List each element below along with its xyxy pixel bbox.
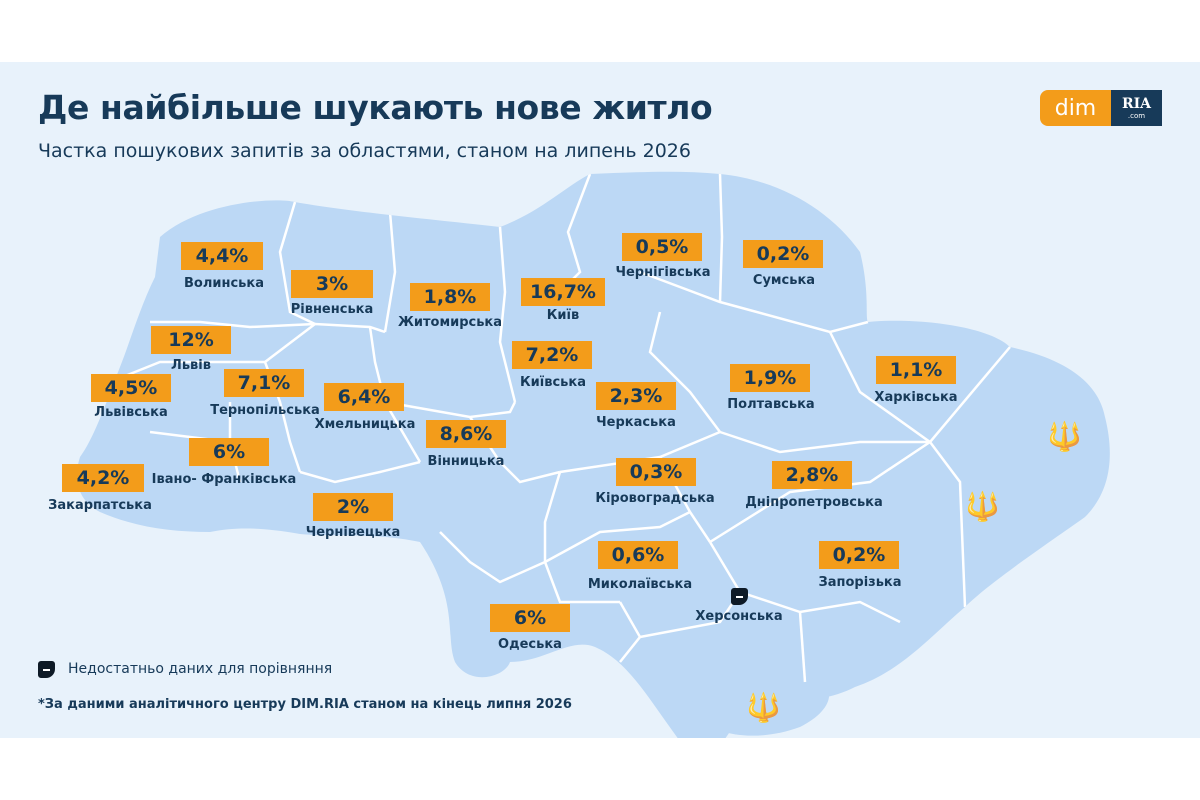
region-label-vinnytska: Вінницька bbox=[427, 454, 505, 469]
region-label-zhytomyrska: Житомирська bbox=[397, 315, 503, 330]
region-label-khersonska: Херсонська bbox=[695, 609, 783, 624]
region-badge-rivnenska: 3% bbox=[291, 270, 373, 298]
region-badge-mykolaivska: 0,6% bbox=[598, 541, 678, 569]
logo-ria-part: RIA .com bbox=[1111, 90, 1162, 126]
logo-ria-text: RIA bbox=[1121, 95, 1152, 112]
region-badge-zaporizka: 0,2% bbox=[819, 541, 899, 569]
map-territory bbox=[76, 171, 1110, 738]
legend-label: Недостатньо даних для порівняння bbox=[68, 661, 333, 677]
region-label-kyiv-city: Київ bbox=[546, 308, 580, 323]
region-badge-poltavska: 1,9% bbox=[730, 364, 810, 392]
region-label-kharkivska: Харківська bbox=[874, 390, 958, 405]
region-label-chernihivska: Чернігівська bbox=[615, 265, 711, 280]
region-label-lviv-city: Львів bbox=[171, 358, 211, 373]
region-badge-ivano-frankivska: 6% bbox=[189, 438, 269, 466]
region-badge-dnipropetrovska: 2,8% bbox=[772, 461, 852, 489]
region-badge-chernihivska: 0,5% bbox=[622, 233, 702, 261]
region-badge-volynska: 4,4% bbox=[181, 242, 263, 270]
region-badge-khmelnytska: 6,4% bbox=[324, 383, 404, 411]
crimea-outline bbox=[689, 662, 830, 736]
region-label-lvivska: Львівська bbox=[94, 405, 168, 420]
region-label-rivnenska: Рівненська bbox=[290, 302, 374, 317]
region-label-chernivetska: Чернівецька bbox=[305, 525, 401, 540]
region-label-poltavska: Полтавська bbox=[727, 397, 815, 412]
region-label-sumska: Сумська bbox=[752, 273, 816, 288]
region-label-ivano-frankivska: Івано- Франківська bbox=[151, 472, 297, 487]
region-label-mykolaivska: Миколаївська bbox=[587, 577, 693, 592]
region-badge-kharkivska: 1,1% bbox=[876, 356, 956, 384]
tryzub-icon: 🔱 bbox=[965, 490, 1000, 523]
region-label-kyivska: Київська bbox=[520, 375, 586, 390]
region-badge-sumska: 0,2% bbox=[743, 240, 823, 268]
region-badge-lviv-city: 12% bbox=[151, 326, 231, 354]
region-label-zaporizka: Запорізька bbox=[818, 575, 902, 590]
region-label-ternopilska: Тернопільська bbox=[210, 403, 320, 418]
page-subtitle: Частка пошукових запитів за областями, с… bbox=[38, 140, 691, 162]
region-borders bbox=[109, 173, 1011, 683]
region-badge-ternopilska: 7,1% bbox=[224, 369, 304, 397]
region-label-kirovohradska: Кіровоградська bbox=[595, 491, 715, 506]
region-badge-zhytomyrska: 1,8% bbox=[410, 283, 490, 311]
region-badge-chernivetska: 2% bbox=[313, 493, 393, 521]
map-silhouette bbox=[76, 171, 1110, 738]
ukraine-map bbox=[76, 171, 1110, 738]
no-data-icon-khersonska bbox=[731, 588, 748, 605]
tryzub-icon: 🔱 bbox=[1047, 420, 1082, 453]
region-label-cherkaska: Черкаська bbox=[596, 415, 676, 430]
region-badge-odeska: 6% bbox=[490, 604, 570, 632]
tryzub-icon: 🔱 bbox=[746, 691, 781, 724]
region-badge-kirovohradska: 0,3% bbox=[616, 458, 696, 486]
region-label-dnipropetrovska: Дніпропетровська bbox=[745, 495, 883, 510]
region-badge-zakarpatska: 4,2% bbox=[62, 464, 144, 492]
logo-com-text: .com bbox=[1127, 111, 1146, 120]
region-label-volynska: Волинська bbox=[184, 276, 264, 291]
region-label-odeska: Одеська bbox=[498, 637, 562, 652]
region-label-zakarpatska: Закарпатська bbox=[48, 498, 152, 513]
page-title: Де найбільше шукають нове житло bbox=[38, 88, 713, 127]
footnote: *За даними аналітичного центру DIM.RIA с… bbox=[38, 697, 572, 712]
region-badge-vinnytska: 8,6% bbox=[426, 420, 506, 448]
region-badge-lvivska: 4,5% bbox=[91, 374, 171, 402]
region-badge-kyiv-city: 16,7% bbox=[521, 278, 605, 306]
region-badge-cherkaska: 2,3% bbox=[596, 382, 676, 410]
region-label-khmelnytska: Хмельницька bbox=[314, 417, 416, 432]
logo-dim-part: dim bbox=[1040, 90, 1111, 126]
dim-ria-logo: dim RIA .com bbox=[1040, 90, 1162, 126]
infographic-panel: Де найбільше шукають нове житло Частка п… bbox=[0, 62, 1200, 738]
region-badge-kyivska: 7,2% bbox=[512, 341, 592, 369]
no-data-icon bbox=[38, 661, 55, 678]
